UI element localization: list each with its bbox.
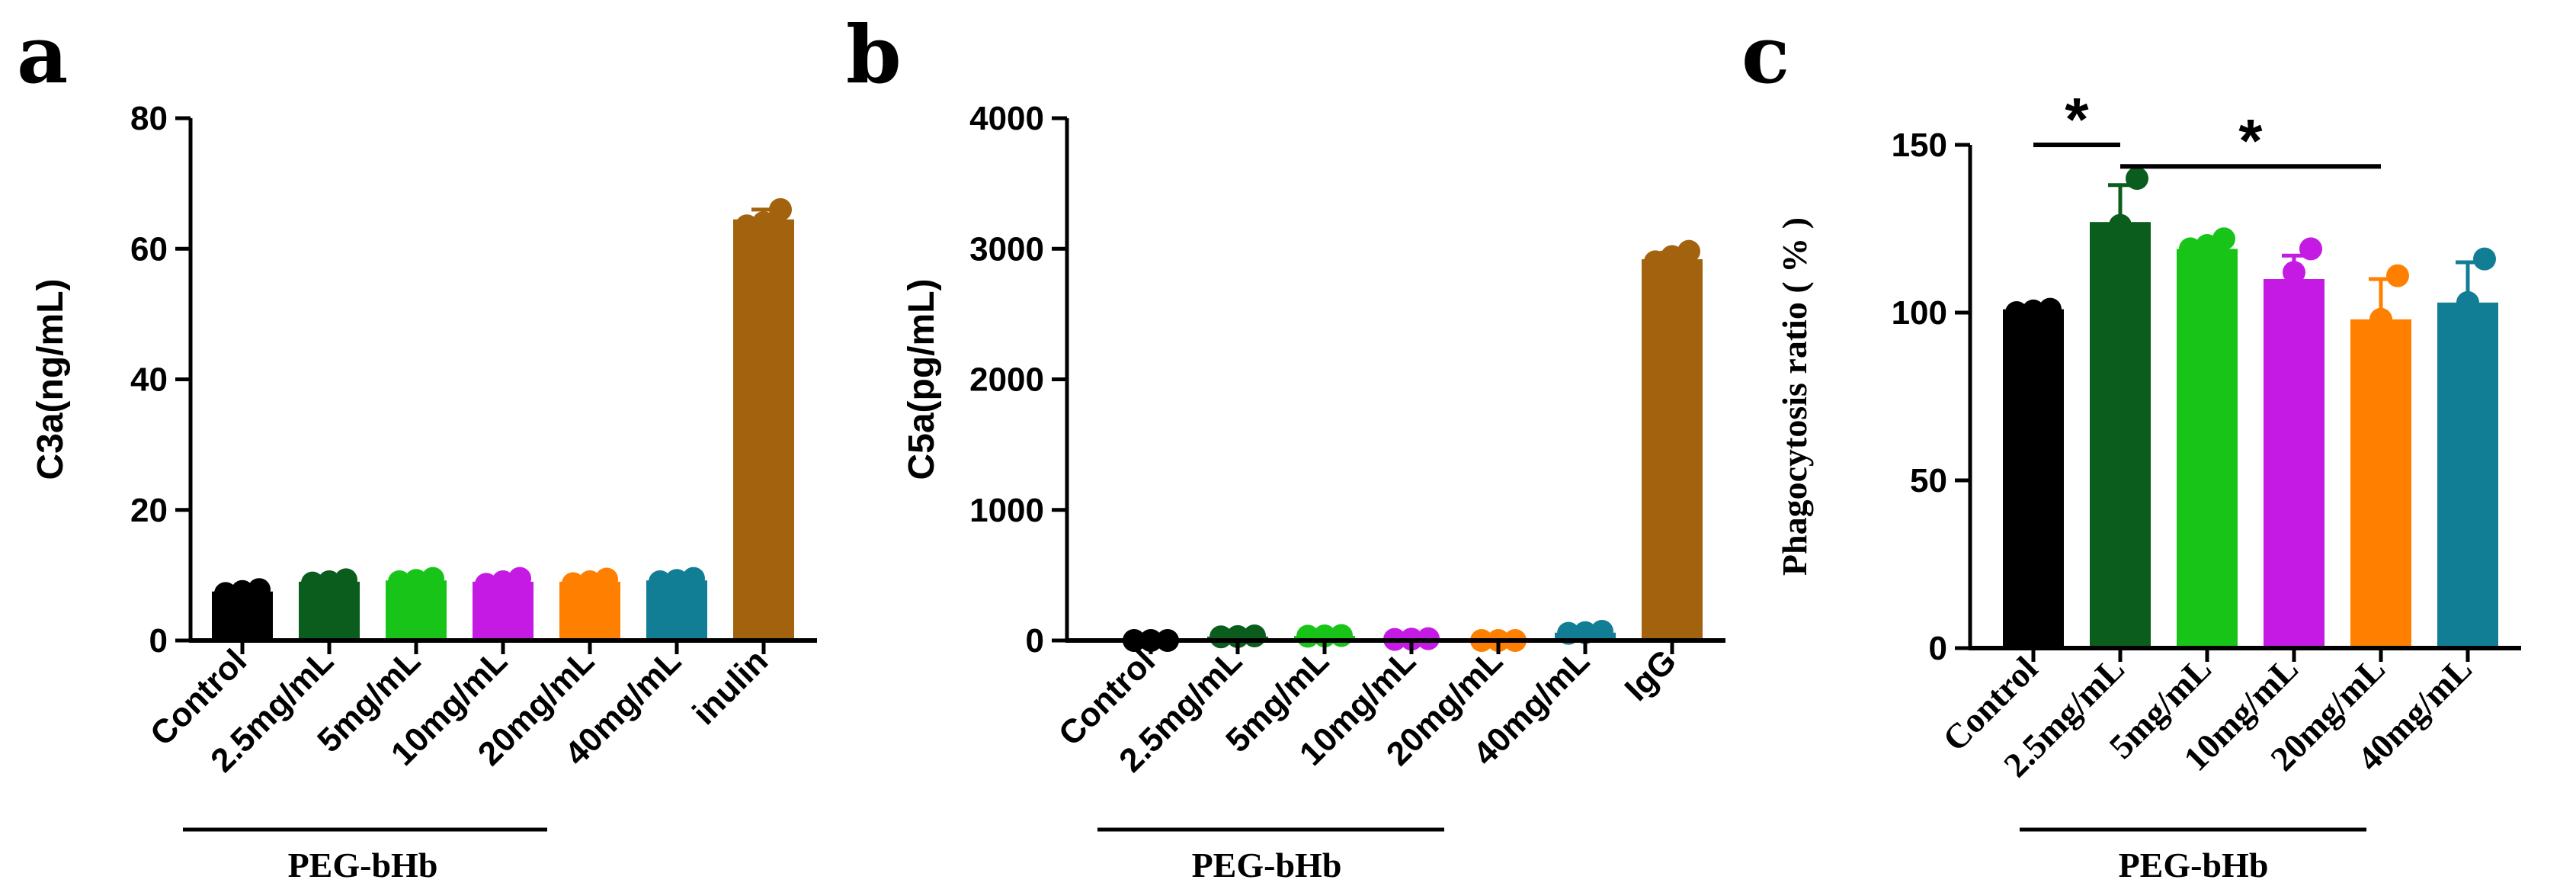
group-label: PEG-bHb [288,846,438,884]
data-point [388,570,411,593]
bar [2003,309,2064,648]
bar [2437,302,2498,648]
y-tick-label: 0 [149,622,168,660]
y-tick-label: 4000 [969,100,1044,137]
data-point [2005,301,2028,324]
y-tick-label: 2000 [969,361,1044,399]
data-point [2386,264,2409,287]
data-point [475,573,498,596]
data-point [318,570,341,593]
data-point [2266,284,2289,307]
bar [2090,222,2151,648]
data-point [405,569,428,592]
data-point [2456,291,2479,314]
data-point [578,570,601,593]
panel-letter-b: b [846,8,902,101]
y-tick-label: 60 [130,230,168,268]
bar [2350,319,2411,648]
y-tick-label: 0 [1929,630,1947,667]
data-point [335,568,357,592]
x-tick-label: inulin [685,642,775,732]
data-point [421,567,444,590]
data-point [214,582,237,605]
significance-star: * [2238,107,2263,175]
y-tick-label: 150 [1892,127,1947,164]
y-tick-label: 100 [1892,294,1947,332]
data-point [2126,167,2148,190]
y-tick-label: 50 [1910,462,1947,499]
group-label: PEG-bHb [2119,846,2269,884]
data-point [508,567,531,590]
y-axis-title: Phagocytosis ratio ( % ) [1775,217,1814,576]
data-point [769,197,792,221]
chart-b: 01000200030004000C5a(pg/mL)Control2.5mg/… [902,100,1725,884]
data-point [2283,261,2305,284]
data-point [2109,213,2132,237]
bar [733,219,794,640]
data-point [752,211,775,234]
y-tick-label: 0 [1026,622,1044,660]
data-point [595,567,618,591]
data-point [2369,307,2392,331]
bar [2264,279,2324,648]
data-point [2473,247,2496,271]
data-point [649,570,671,593]
y-axis-title: C5a(pg/mL) [902,279,942,480]
data-point [231,579,254,603]
y-tick-label: 3000 [969,230,1044,268]
panel-letter-c: c [1741,8,1789,101]
significance-star: * [2065,85,2089,153]
chart-a: 020406080C3a(ng/mL)Control2.5mg/mL5mg/mL… [30,100,817,884]
group-label: PEG-bHb [1192,846,1342,884]
data-point [682,567,705,590]
data-point [1330,624,1353,647]
data-point [301,571,324,595]
data-point [2440,321,2462,345]
data-point [2212,227,2235,251]
data-point [1677,239,1700,263]
data-point [665,569,688,592]
data-point [2353,335,2376,358]
data-point [2022,299,2045,323]
y-tick-label: 1000 [969,492,1044,529]
bar [2177,249,2238,648]
y-axis-title: C3a(ng/mL) [30,279,71,480]
data-point [1243,624,1266,648]
data-point [2092,234,2115,257]
panel-letter-a: a [17,8,68,101]
data-point [1591,620,1613,644]
bar [1642,258,1703,640]
y-tick-label: 80 [130,100,168,137]
data-point [248,578,271,602]
y-tick-label: 20 [130,492,168,529]
data-point [2039,297,2062,321]
y-tick-label: 40 [130,361,168,399]
data-point [562,572,585,595]
data-point [2299,237,2322,261]
